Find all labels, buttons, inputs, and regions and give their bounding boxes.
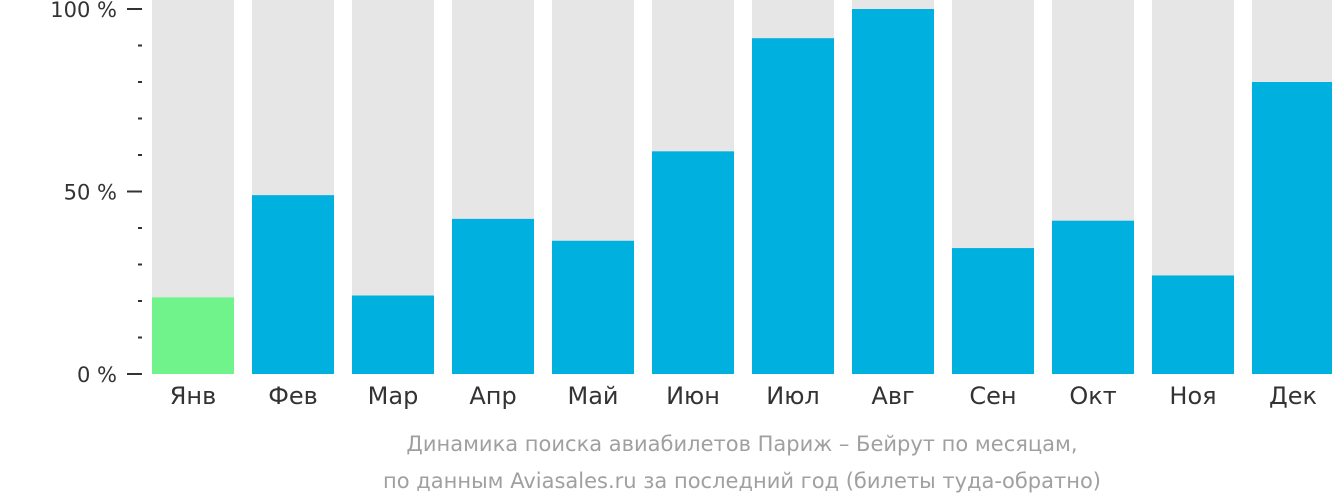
y-tick-label: 0 % bbox=[77, 363, 117, 387]
bar-10 bbox=[1052, 220, 1134, 374]
x-tick-label: Июн bbox=[666, 382, 720, 410]
chart-caption-line-2: по данным Aviasales.ru за последний год … bbox=[383, 469, 1101, 493]
y-tick-label: 100 % bbox=[50, 0, 117, 22]
x-tick-label: Апр bbox=[469, 382, 516, 410]
bar-7 bbox=[752, 38, 834, 374]
x-tick-label: Дек bbox=[1269, 382, 1317, 410]
bar-3 bbox=[352, 295, 434, 374]
bar-11 bbox=[1152, 275, 1234, 374]
bar-12 bbox=[1252, 82, 1332, 374]
x-tick-label: Мар bbox=[368, 382, 419, 410]
x-tick-label: Фев bbox=[268, 382, 318, 410]
x-tick-label: Июл bbox=[766, 382, 820, 410]
x-tick-label: Авг bbox=[871, 382, 914, 410]
bar-5 bbox=[552, 240, 634, 374]
x-axis: Янв Фев Мар Апр Май Июн Июл Авг Сен Окт Ноя Дек bbox=[170, 382, 1317, 410]
bar-8 bbox=[852, 9, 934, 374]
y-axis: 0 % 50 % 100 % bbox=[50, 0, 142, 387]
bar-1 bbox=[152, 297, 234, 374]
y-tick-label: 50 % bbox=[64, 181, 117, 205]
chart-caption-line-1: Динамика поиска авиабилетов Париж – Бейр… bbox=[406, 432, 1077, 456]
x-tick-label: Сен bbox=[969, 382, 1016, 410]
bar-2 bbox=[252, 195, 334, 374]
x-tick-label: Янв bbox=[170, 382, 217, 410]
bars-layer bbox=[152, 0, 1332, 374]
bar-9 bbox=[952, 248, 1034, 374]
x-tick-label: Май bbox=[567, 382, 618, 410]
bar-6 bbox=[652, 151, 734, 374]
x-tick-label: Ноя bbox=[1169, 382, 1216, 410]
bar-4 bbox=[452, 218, 534, 374]
x-tick-label: Окт bbox=[1069, 382, 1116, 410]
